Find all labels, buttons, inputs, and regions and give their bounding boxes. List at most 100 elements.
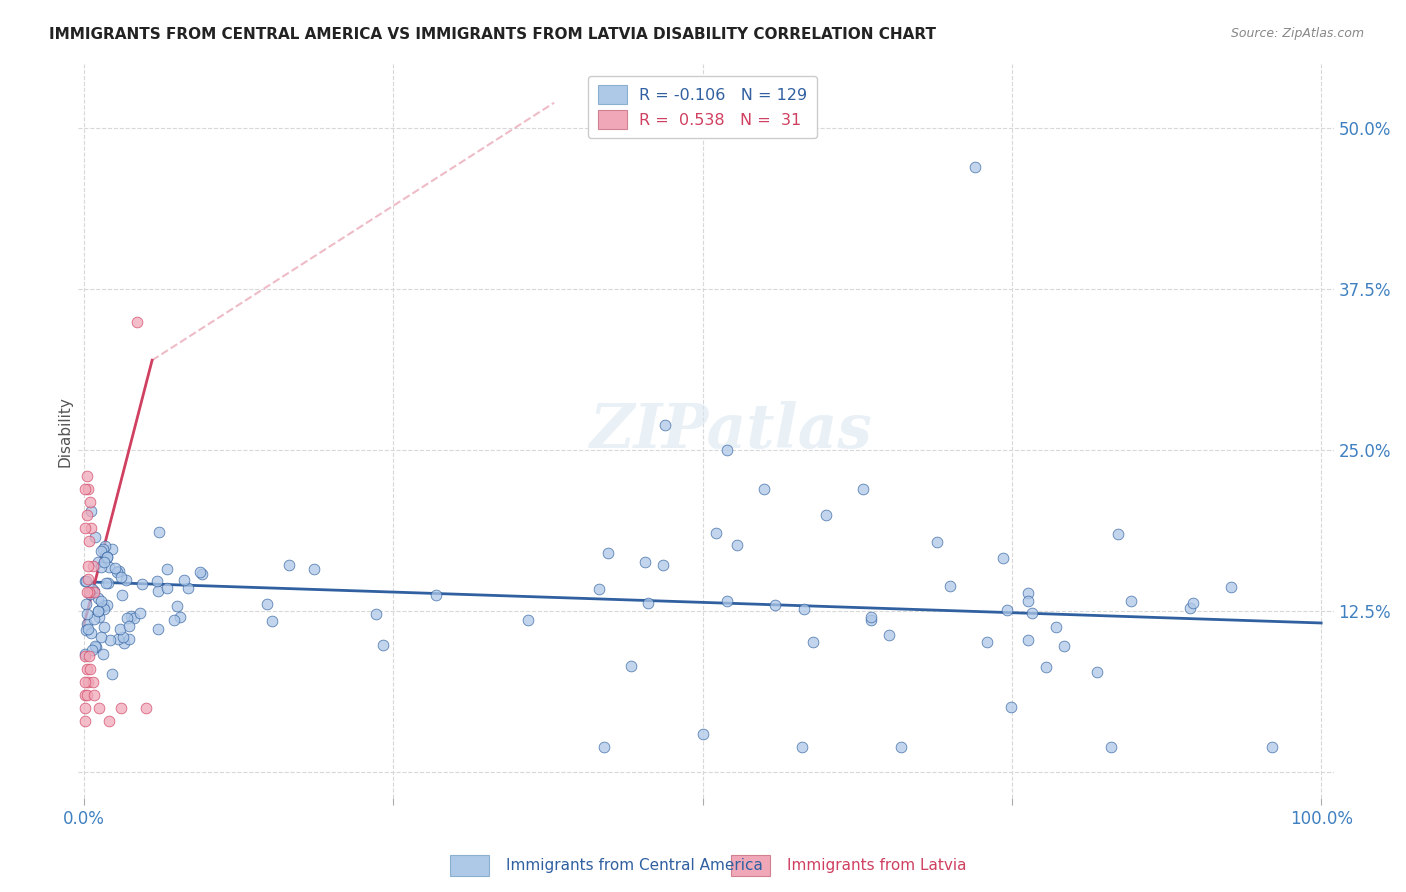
Point [82, 643, 104, 657]
Point [101, 542, 124, 557]
Point [1182, 596, 1205, 610]
Point [991, 550, 1014, 565]
Point [75, 649, 97, 664]
Point [790, 739, 813, 754]
Point [754, 482, 776, 496]
Point [112, 631, 135, 645]
Point [91, 647, 114, 661]
Point [77, 623, 100, 637]
Point [634, 555, 657, 569]
Text: ZIPatlas: ZIPatlas [589, 401, 872, 461]
Point [107, 632, 129, 646]
Point [120, 608, 142, 623]
Point [75, 521, 97, 535]
Point [105, 565, 128, 579]
Point [588, 582, 610, 596]
Point [75, 714, 97, 728]
Point [1053, 639, 1076, 653]
FancyBboxPatch shape [450, 855, 489, 876]
Point [124, 611, 146, 625]
Point [87, 604, 110, 618]
Point [1017, 632, 1039, 647]
Point [96, 598, 118, 612]
Point [716, 594, 738, 608]
Point [1021, 606, 1043, 620]
Point [637, 596, 659, 610]
Text: Immigrants from Latvia: Immigrants from Latvia [787, 858, 967, 872]
Point [860, 610, 883, 624]
Point [716, 443, 738, 458]
Point [302, 562, 325, 576]
Point [75, 623, 97, 637]
Point [77, 649, 100, 664]
Point [112, 635, 135, 649]
Point [1017, 594, 1039, 608]
Point [163, 613, 186, 627]
Text: IMMIGRANTS FROM CENTRAL AMERICA VS IMMIGRANTS FROM LATVIA DISABILITY CORRELATION: IMMIGRANTS FROM CENTRAL AMERICA VS IMMIG… [49, 27, 936, 42]
Point [191, 567, 214, 582]
Point [82, 582, 104, 596]
Point [76, 607, 98, 622]
Point [101, 667, 124, 681]
Point [260, 614, 283, 628]
Point [425, 588, 447, 602]
Point [90, 560, 112, 574]
Text: Source: ZipAtlas.com: Source: ZipAtlas.com [1230, 27, 1364, 40]
Point [84, 640, 107, 655]
Point [97, 559, 120, 574]
Point [111, 588, 134, 602]
Point [131, 576, 153, 591]
Legend: R = -0.106   N = 129, R =  0.538   N =  31: R = -0.106 N = 129, R = 0.538 N = 31 [588, 76, 817, 138]
Point [995, 602, 1018, 616]
Point [79, 662, 101, 676]
Point [97, 714, 120, 728]
Point [127, 315, 149, 329]
Point [75, 675, 97, 690]
Point [75, 574, 97, 588]
Point [516, 613, 538, 627]
Point [91, 599, 114, 613]
Point [1107, 527, 1129, 541]
Point [76, 675, 98, 690]
Point [76, 688, 98, 702]
Point [704, 525, 727, 540]
Point [927, 535, 949, 549]
Point [1045, 620, 1067, 634]
Point [620, 659, 643, 673]
Point [96, 549, 118, 564]
Point [93, 602, 115, 616]
Text: Immigrants from Central America: Immigrants from Central America [506, 858, 763, 872]
Point [93, 555, 115, 569]
Point [110, 570, 132, 584]
Point [889, 739, 911, 754]
Point [87, 555, 110, 569]
Point [1000, 700, 1022, 714]
Point [188, 565, 211, 579]
Point [82, 559, 104, 574]
Point [80, 521, 103, 535]
Point [651, 558, 673, 573]
Point [110, 701, 132, 715]
Point [592, 739, 614, 754]
Point [852, 482, 875, 496]
Point [83, 530, 105, 544]
Point [90, 594, 112, 608]
Point [79, 587, 101, 601]
Point [793, 601, 815, 615]
Point [1119, 594, 1142, 608]
Point [801, 634, 824, 648]
Point [148, 583, 170, 598]
Point [80, 504, 103, 518]
Point [692, 727, 714, 741]
Point [76, 508, 98, 522]
Point [75, 597, 97, 611]
Point [76, 469, 98, 483]
Point [83, 688, 105, 702]
Point [1085, 665, 1108, 680]
Point [1220, 581, 1243, 595]
Point [87, 591, 110, 606]
Point [156, 581, 179, 595]
Point [135, 701, 157, 715]
Point [169, 610, 191, 624]
Point [83, 584, 105, 599]
